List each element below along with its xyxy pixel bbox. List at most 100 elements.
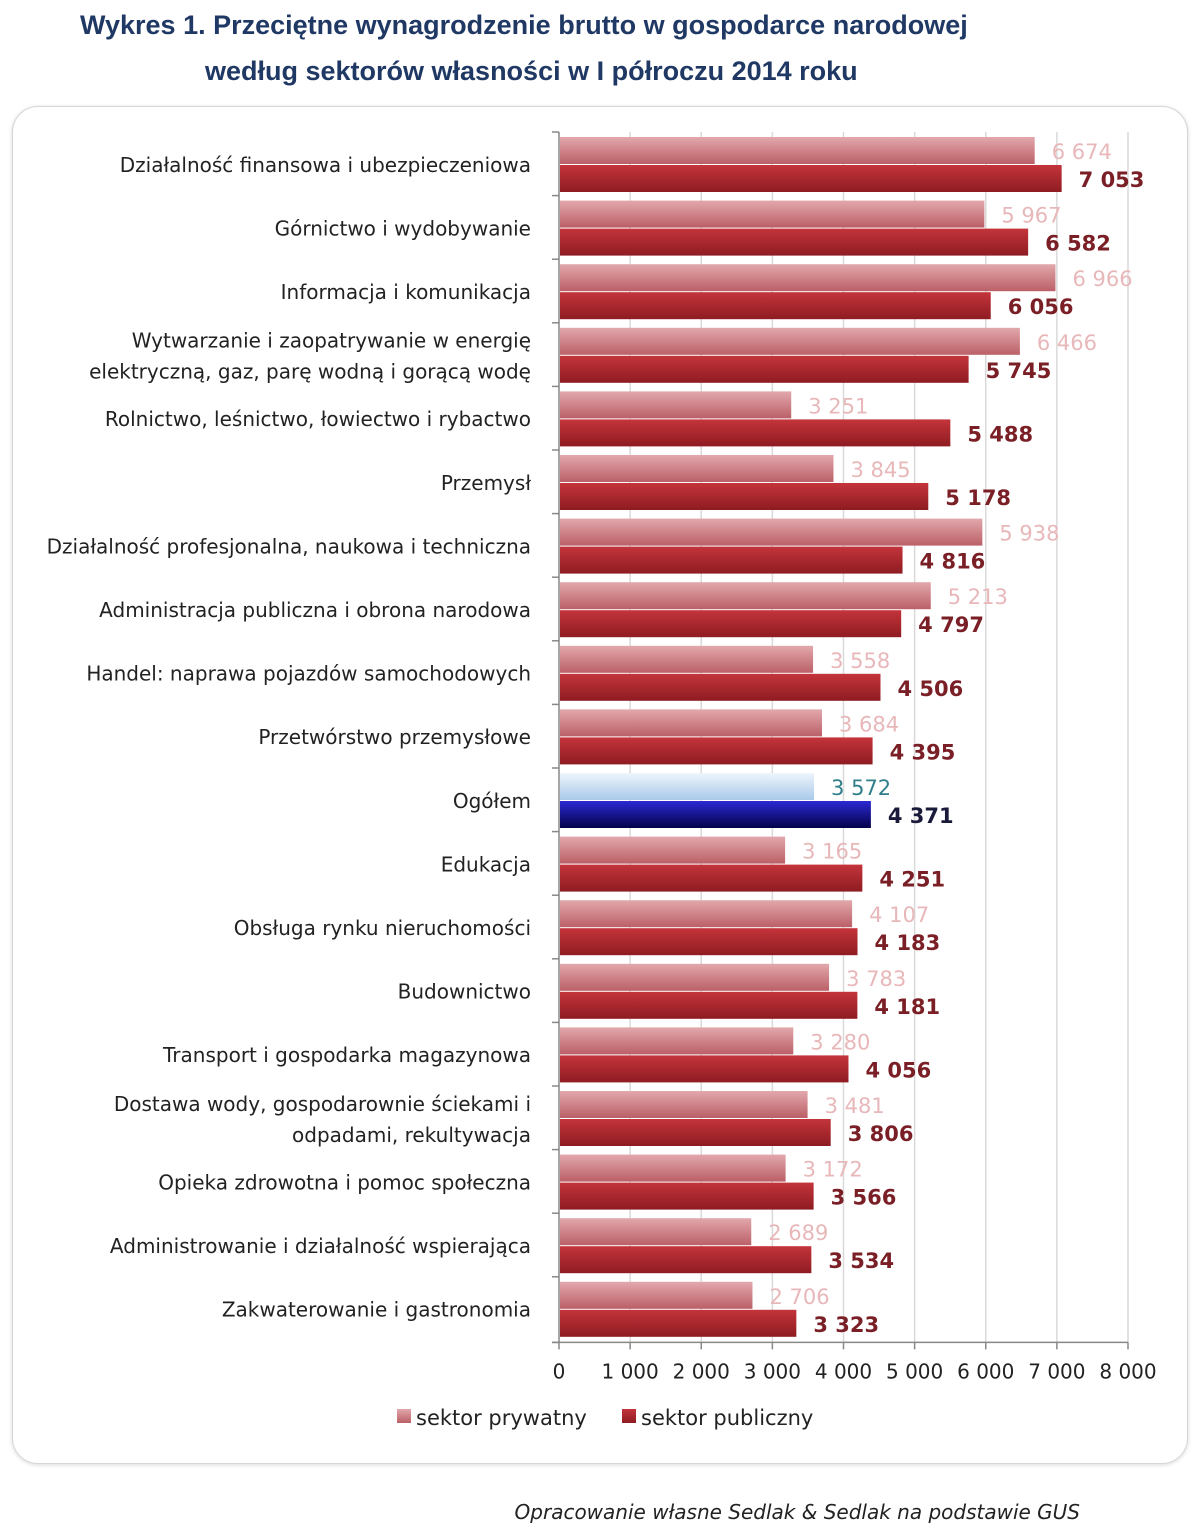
bar-public [560,1119,831,1146]
data-label-public: 7 053 [1079,168,1145,192]
category-label: Edukacja [441,852,531,876]
bar-public [560,991,858,1019]
data-label-public: 4 506 [897,677,963,701]
data-label-private: 3 572 [831,776,891,800]
bar-private [560,900,853,928]
legend-swatch-public [622,1409,636,1423]
category-label-line: Rolnictwo, leśnictwo, łowiectwo i rybact… [105,407,531,431]
category-label-line: Ogółem [453,789,531,813]
category-label: Ogółem [453,789,531,813]
bar-chart: 0 1 000 2 000 3 000 4 000 5 000 6 000 7 000 8 00… [47,131,1157,1430]
category-label-line: Administrowanie i działalność wspierając… [110,1234,531,1258]
category-label-line: Wytwarzanie i zaopatrywanie w energię [132,329,531,353]
category-label-line: Handel: naprawa pojazdów samochodowych [86,662,531,686]
category-label: Budownictwo [398,980,531,1004]
data-label-private: 3 481 [825,1094,885,1118]
data-label-private: 6 466 [1037,331,1097,355]
bar-public [560,355,969,383]
category-label-line: Informacja i komunikacja [281,280,531,304]
data-label-public: 5 488 [967,422,1033,446]
category-label-line: Budownictwo [398,980,531,1004]
category-label-line: Przetwórstwo przemysłowe [258,725,531,749]
data-label-public: 4 181 [874,995,940,1019]
category-label: Transport i gospodarka magazynowa [162,1043,531,1067]
bar-private [560,137,1035,164]
x-tick-label: 1 000 [601,1359,658,1383]
data-label-public: 6 582 [1045,232,1111,256]
bar-private [560,327,1020,355]
data-label-private: 3 783 [846,967,906,991]
legend-label-private: sektor prywatny [416,1406,587,1430]
legend-label-public: sektor publiczny [641,1406,813,1430]
category-label: Administracja publiczna i obrona narodow… [99,598,531,622]
category-label-line: Obsługa rynku nieruchomości [234,916,531,940]
data-label-private: 6 966 [1072,267,1132,291]
data-label-public: 3 806 [848,1122,914,1146]
data-label-public: 4 816 [920,550,986,574]
x-tick-label: 7 000 [1028,1359,1085,1383]
x-tick-label: 5 000 [886,1359,943,1383]
bar-private [560,1027,794,1055]
data-label-private: 3 251 [808,394,868,418]
category-label: Administrowanie i działalność wspierając… [110,1234,531,1258]
bar-public [560,228,1029,256]
data-label-public: 4 371 [888,804,954,828]
x-tick-label: 0 [553,1359,566,1383]
data-label-public: 5 178 [945,486,1011,510]
bar-public [560,419,951,447]
data-label-private: 5 213 [948,585,1008,609]
data-label-private: 3 172 [803,1158,863,1182]
category-label: Wytwarzanie i zaopatrywanie w energię ele… [89,329,531,384]
x-tick-label: 6 000 [957,1359,1014,1383]
category-label: Obsługa rynku nieruchomości [234,916,531,940]
bar-private [560,1281,753,1309]
bar-private [560,1154,786,1182]
data-label-public: 5 745 [986,359,1052,383]
bar-public [560,165,1062,192]
bar-public [560,292,991,320]
category-label: Rolnictwo, leśnictwo, łowiectwo i rybact… [105,407,531,431]
bar-public [560,1246,812,1274]
bar-public [560,610,902,638]
data-label-private: 2 706 [769,1285,829,1309]
bar-private [560,773,815,800]
category-label: Handel: naprawa pojazdów samochodowych [86,662,531,686]
bar-public [560,1309,797,1337]
category-label-line: Dostawa wody, gospodarownie ściekami i [114,1092,531,1116]
bar-private [560,709,823,737]
category-label-line: Transport i gospodarka magazynowa [162,1043,531,1067]
data-label-private: 5 938 [999,522,1059,546]
bar-public [560,546,903,574]
data-label-private: 5 967 [1001,204,1061,228]
bar-public [560,483,929,510]
category-label: Opieka zdrowotna i pomoc społeczna [158,1170,531,1194]
bar-public [560,1055,849,1083]
data-label-private: 3 558 [830,649,890,673]
chart-title-line-2: według sektorów własności w I półroczu 2… [205,56,858,86]
category-label: Dostawa wody, gospodarownie ściekami i od… [114,1092,531,1147]
category-label: Działalność finansowa i ubezpieczeniowa [120,153,531,177]
category-label: Przemysł [441,471,531,495]
data-label-public: 3 566 [831,1186,897,1210]
category-label-line: Działalność finansowa i ubezpieczeniowa [120,153,531,177]
bar-private [560,1218,752,1246]
bar-public [560,1182,814,1210]
x-tick-label: 8 000 [1099,1359,1156,1383]
bar-private [560,391,792,419]
category-label-line: Działalność profesjonalna, naukowa i tec… [47,534,531,558]
category-label: Górnictwo i wydobywanie [275,216,531,240]
legend-swatch-private [397,1409,411,1423]
category-label-line: odpadami, rekultywacja [292,1123,531,1147]
data-label-public: 4 797 [918,613,984,637]
category-label-line: Edukacja [441,852,531,876]
bar-public [560,864,863,892]
bar-private [560,645,814,673]
category-label-line: Opieka zdrowotna i pomoc społeczna [158,1170,531,1194]
data-label-public: 4 251 [879,868,945,892]
data-label-public: 6 056 [1008,295,1074,319]
data-label-private: 3 684 [839,712,899,736]
bar-public [560,801,871,828]
category-label: Przetwórstwo przemysłowe [258,725,531,749]
data-label-private: 3 845 [850,458,910,482]
bar-private [560,1091,808,1118]
